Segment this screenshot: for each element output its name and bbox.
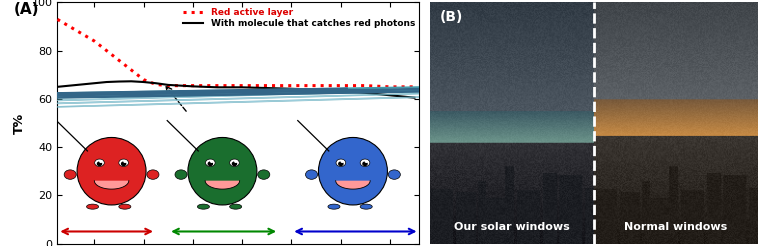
Ellipse shape xyxy=(0,90,701,112)
Ellipse shape xyxy=(86,204,99,209)
Ellipse shape xyxy=(210,161,213,162)
Polygon shape xyxy=(94,181,129,189)
Ellipse shape xyxy=(0,90,570,112)
Text: (B): (B) xyxy=(439,10,463,24)
Ellipse shape xyxy=(197,204,210,209)
Ellipse shape xyxy=(305,170,317,179)
Ellipse shape xyxy=(360,204,373,209)
Ellipse shape xyxy=(206,159,215,167)
Ellipse shape xyxy=(95,159,104,167)
Ellipse shape xyxy=(339,162,343,166)
Ellipse shape xyxy=(341,161,343,162)
Ellipse shape xyxy=(230,204,242,209)
Ellipse shape xyxy=(0,90,459,112)
Ellipse shape xyxy=(363,162,367,166)
Ellipse shape xyxy=(100,161,102,162)
Ellipse shape xyxy=(77,138,146,205)
Ellipse shape xyxy=(64,170,76,179)
Ellipse shape xyxy=(258,170,270,179)
Ellipse shape xyxy=(124,161,126,162)
Ellipse shape xyxy=(336,159,346,167)
Ellipse shape xyxy=(208,162,213,166)
Ellipse shape xyxy=(328,204,340,209)
Ellipse shape xyxy=(0,81,765,106)
Ellipse shape xyxy=(175,170,187,179)
Ellipse shape xyxy=(235,161,237,162)
Ellipse shape xyxy=(366,161,367,162)
Ellipse shape xyxy=(122,162,125,166)
Text: Our solar windows: Our solar windows xyxy=(454,222,570,232)
Ellipse shape xyxy=(318,138,387,205)
Ellipse shape xyxy=(389,170,400,179)
Ellipse shape xyxy=(233,162,236,166)
Ellipse shape xyxy=(147,170,159,179)
Y-axis label: T%: T% xyxy=(13,112,26,134)
Polygon shape xyxy=(205,181,239,189)
Text: (A): (A) xyxy=(14,2,40,17)
Ellipse shape xyxy=(0,81,765,106)
Ellipse shape xyxy=(119,159,129,167)
Ellipse shape xyxy=(230,159,239,167)
Ellipse shape xyxy=(0,81,765,106)
Ellipse shape xyxy=(360,159,369,167)
Text: Normal windows: Normal windows xyxy=(623,222,727,232)
Ellipse shape xyxy=(119,204,131,209)
Polygon shape xyxy=(336,181,370,189)
Ellipse shape xyxy=(188,138,257,205)
Legend: Red active layer, With molecule that catches red photons: Red active layer, With molecule that cat… xyxy=(180,5,418,32)
Ellipse shape xyxy=(97,162,102,166)
